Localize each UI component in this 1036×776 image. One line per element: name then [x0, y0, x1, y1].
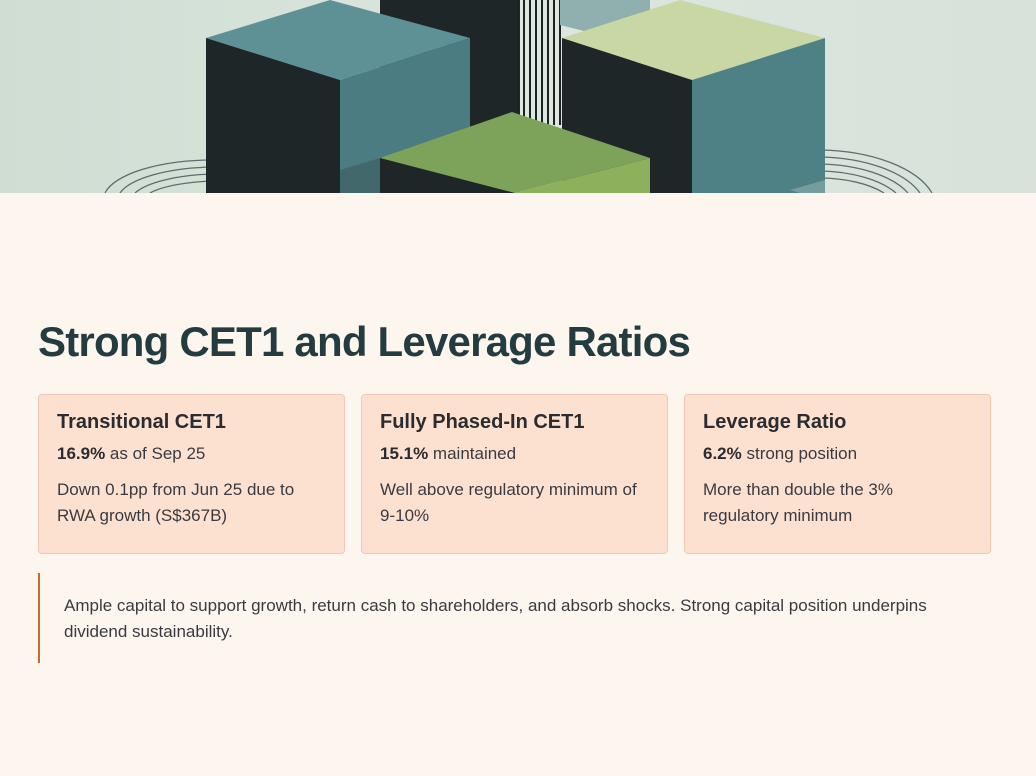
- hero-banner: [0, 0, 1036, 193]
- isometric-cubes-illustration: [104, 0, 933, 193]
- callout-text: Ample capital to support growth, return …: [64, 596, 927, 641]
- card-value: 16.9%: [57, 444, 106, 463]
- card-description: More than double the 3% regulatory minim…: [703, 480, 893, 525]
- card-description: Well above regulatory minimum of 9-10%: [380, 480, 637, 525]
- card-value: 15.1%: [380, 444, 429, 463]
- card-description: Down 0.1pp from Jun 25 due to RWA growth…: [57, 480, 295, 525]
- card-value: 6.2%: [703, 444, 742, 463]
- summary-callout: Ample capital to support growth, return …: [38, 573, 958, 663]
- card-value-suffix: maintained: [428, 444, 517, 463]
- card-value-suffix: as of Sep 25: [105, 444, 206, 463]
- card-stat: 6.2% strong position: [703, 444, 972, 464]
- card-fully-phased-in-cet1: Fully Phased-In CET1 15.1% maintained We…: [361, 394, 668, 554]
- card-value-suffix: strong position: [741, 444, 858, 463]
- card-heading: Transitional CET1: [57, 411, 226, 433]
- page-title: Strong CET1 and Leverage Ratios: [38, 318, 691, 365]
- card-stat: 15.1% maintained: [380, 444, 649, 464]
- card-transitional-cet1: Transitional CET1 16.9% as of Sep 25 Dow…: [38, 394, 345, 554]
- metric-cards: Transitional CET1 16.9% as of Sep 25 Dow…: [38, 394, 991, 554]
- card-heading: Fully Phased-In CET1: [380, 411, 585, 433]
- card-leverage-ratio: Leverage Ratio 6.2% strong position More…: [684, 394, 991, 554]
- card-stat: 16.9% as of Sep 25: [57, 444, 326, 464]
- card-heading: Leverage Ratio: [703, 411, 847, 433]
